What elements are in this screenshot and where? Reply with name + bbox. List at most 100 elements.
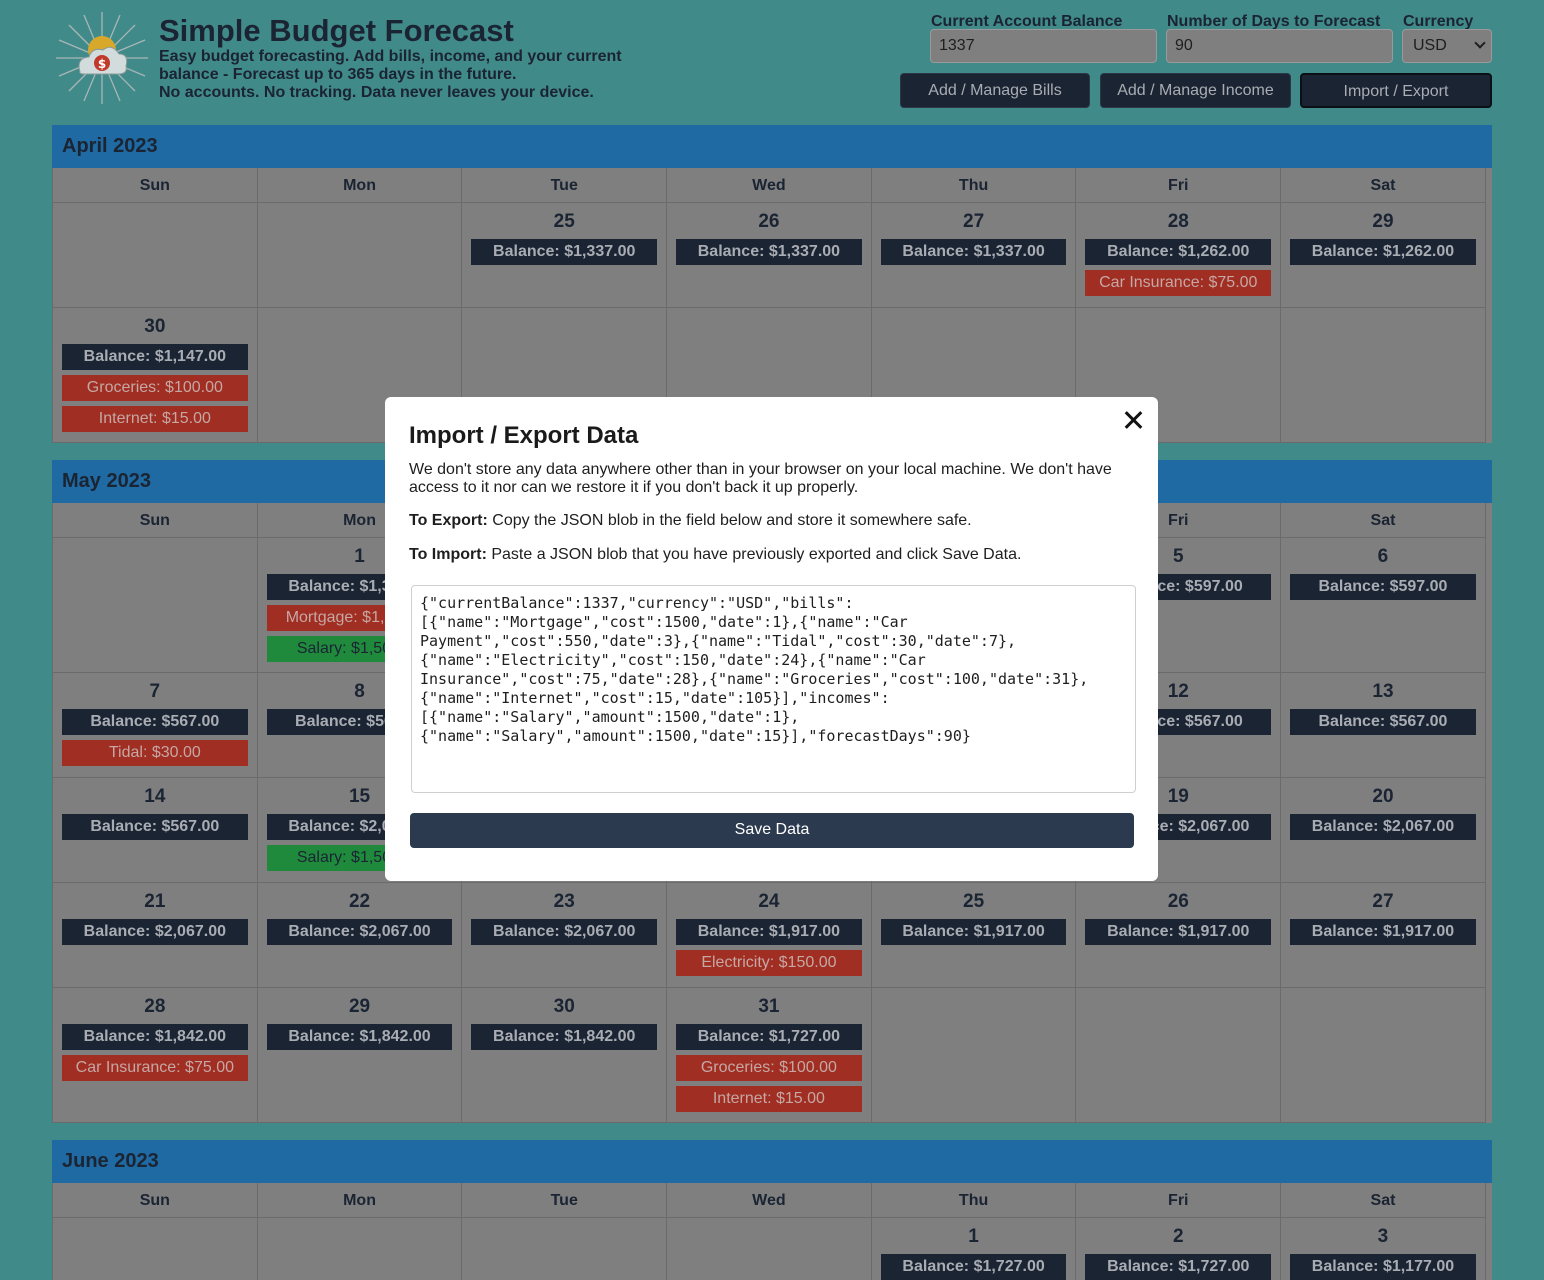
weekday-label: Wed xyxy=(666,168,872,203)
day-number: 3 xyxy=(1377,1226,1389,1247)
day-number: 13 xyxy=(1372,681,1394,702)
balance-badge: Balance: $1,842.00 xyxy=(266,1024,453,1050)
bill-badge[interactable]: Car Insurance: $75.00 xyxy=(62,1055,248,1081)
days-input[interactable]: 90 xyxy=(1166,29,1393,63)
balance-badge: Balance: $1,917.00 xyxy=(880,919,1067,945)
day-number: 14 xyxy=(144,786,166,807)
day-cell xyxy=(256,203,463,308)
day-cell: 30 Balance: $1,842.00 xyxy=(461,988,668,1123)
balance-badge: Balance: $1,842.00 xyxy=(471,1024,658,1050)
day-cell: 14 Balance: $567.00 xyxy=(52,778,258,883)
day-number: 2 xyxy=(1172,1226,1184,1247)
weekday-label: Sun xyxy=(52,168,258,203)
app-header: $ Simple Budget Forecast Easy budget for… xyxy=(52,8,1492,118)
bill-badge[interactable]: Tidal: $30.00 xyxy=(62,740,248,766)
calendar-week-row: 1 Balance: $1,727.00 2 Balance: $1,727.00 3 B… xyxy=(52,1218,1492,1280)
day-number: 19 xyxy=(1167,786,1189,807)
balance-label: Current Account Balance xyxy=(931,13,1123,30)
day-number: 6 xyxy=(1377,546,1389,567)
day-cell xyxy=(1280,308,1486,443)
day-number: 28 xyxy=(144,996,166,1017)
import-export-modal: Import / Export Data We don't store any … xyxy=(385,397,1158,881)
bill-badge[interactable]: Internet: $15.00 xyxy=(62,406,248,432)
calendar-grid: Sun Mon Tue Wed Thu Fri Sat 1 Balance: $1,727.00… xyxy=(52,1183,1492,1280)
day-cell: 23 Balance: $2,067.00 xyxy=(461,883,668,988)
month-june-2023: June 2023 Sun Mon Tue Wed Thu Fri Sat 1 Balance: … xyxy=(52,1140,1492,1280)
day-cell: 28 Balance: $1,262.00 Car Insurance: $75.0… xyxy=(1075,203,1282,308)
day-cell: 7 Balance: $567.00 Tidal: $30.00 xyxy=(52,673,258,778)
tagline-line-2: No accounts. No tracking. Data never lea… xyxy=(159,84,594,101)
import-label: To Import: xyxy=(409,546,487,563)
balance-input[interactable]: 1337 xyxy=(930,29,1157,63)
day-number: 5 xyxy=(1172,546,1184,567)
balance-badge: Balance: $2,067.00 xyxy=(62,919,248,945)
balance-badge: Balance: $2,067.00 xyxy=(266,919,453,945)
day-number: 28 xyxy=(1167,211,1189,232)
day-cell: 27 Balance: $1,337.00 xyxy=(870,203,1077,308)
day-number: 27 xyxy=(963,211,985,232)
calendar-week-row: 21 Balance: $2,067.00 22 Balance: $2,067.00… xyxy=(52,883,1492,988)
modal-intro: We don't store any data anywhere other t… xyxy=(409,461,1112,496)
day-cell: 27 Balance: $1,917.00 xyxy=(1280,883,1486,988)
svg-text:$: $ xyxy=(98,57,106,71)
logo-sun-cloud-icon: $ xyxy=(56,12,148,104)
day-cell xyxy=(52,538,258,673)
close-icon[interactable] xyxy=(1120,407,1146,433)
modal-title: Import / Export Data xyxy=(409,422,639,449)
currency-value: USD xyxy=(1413,37,1447,54)
balance-badge: Balance: $567.00 xyxy=(62,814,248,840)
weekday-label: Mon xyxy=(256,1183,463,1218)
bill-badge[interactable]: Groceries: $100.00 xyxy=(62,375,248,401)
app-title: Simple Budget Forecast xyxy=(159,13,514,48)
balance-badge: Balance: $1,337.00 xyxy=(880,239,1067,265)
currency-select[interactable]: USD xyxy=(1402,29,1492,63)
tagline-line-1: Easy budget forecasting. Add bills, inco… xyxy=(159,48,622,83)
weekday-label: Thu xyxy=(870,1183,1077,1218)
weekday-label: Sun xyxy=(52,503,258,538)
save-data-button[interactable]: Save Data xyxy=(410,813,1134,848)
day-number: 27 xyxy=(1372,891,1394,912)
day-cell: 24 Balance: $1,917.00 Electricity: $150.00 xyxy=(666,883,872,988)
weekday-label: Sat xyxy=(1280,1183,1486,1218)
day-number: 25 xyxy=(553,211,575,232)
bill-badge[interactable]: Internet: $15.00 xyxy=(676,1086,862,1112)
day-number: 12 xyxy=(1167,681,1189,702)
balance-badge: Balance: $1,727.00 xyxy=(676,1024,862,1050)
export-instructions: To Export: Copy the JSON blob in the fie… xyxy=(409,512,972,530)
bill-badge[interactable]: Groceries: $100.00 xyxy=(676,1055,862,1081)
weekday-label: Wed xyxy=(666,1183,872,1218)
day-number: 29 xyxy=(348,996,371,1017)
balance-badge: Balance: $597.00 xyxy=(1290,574,1476,600)
import-export-button[interactable]: Import / Export xyxy=(1300,73,1492,108)
day-cell: 6 Balance: $597.00 xyxy=(1280,538,1486,673)
bill-badge[interactable]: Car Insurance: $75.00 xyxy=(1085,270,1272,296)
app-tagline: Easy budget forecasting. Add bills, inco… xyxy=(159,48,639,102)
import-text: Paste a JSON blob that you have previous… xyxy=(486,546,1022,563)
day-cell: 3 Balance: $1,177.00 xyxy=(1280,1218,1486,1280)
day-cell xyxy=(256,1218,463,1280)
day-cell xyxy=(666,1218,872,1280)
manage-bills-button[interactable]: Add / Manage Bills xyxy=(900,73,1090,108)
weekday-label: Mon xyxy=(256,168,463,203)
day-number: 20 xyxy=(1372,786,1394,807)
day-number: 30 xyxy=(144,316,166,337)
day-number: 1 xyxy=(968,1226,979,1247)
json-textarea[interactable]: {"currentBalance":1337,"currency":"USD",… xyxy=(411,585,1136,793)
manage-income-button[interactable]: Add / Manage Income xyxy=(1100,73,1291,108)
day-number: 29 xyxy=(1372,211,1394,232)
bill-badge[interactable]: Electricity: $150.00 xyxy=(676,950,862,976)
day-number: 25 xyxy=(963,891,985,912)
day-number: 31 xyxy=(758,996,780,1017)
day-number: 24 xyxy=(758,891,780,912)
day-cell: 13 Balance: $567.00 xyxy=(1280,673,1486,778)
calendar-week-row: 28 Balance: $1,842.00 Car Insurance: $75.0… xyxy=(52,988,1492,1123)
balance-badge: Balance: $1,917.00 xyxy=(676,919,862,945)
day-cell: 31 Balance: $1,727.00 Groceries: $100.00 In… xyxy=(666,988,872,1123)
day-cell xyxy=(52,1218,258,1280)
day-number: 23 xyxy=(553,891,575,912)
balance-badge: Balance: $1,727.00 xyxy=(1085,1254,1272,1280)
